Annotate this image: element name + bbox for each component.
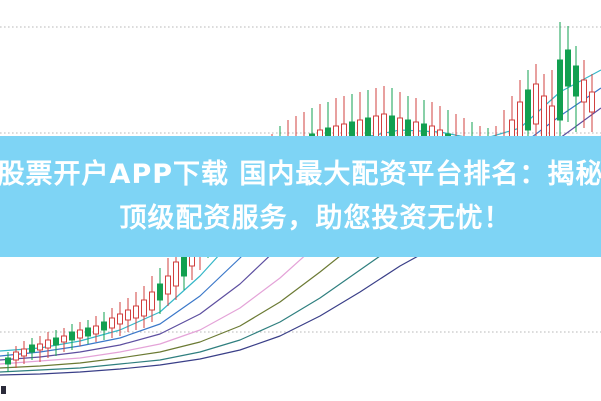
candle-body — [109, 317, 115, 329]
gridlines — [0, 26, 601, 333]
candle-72 — [581, 60, 587, 128]
candle-7 — [61, 328, 67, 352]
candle-4 — [37, 336, 43, 362]
candle-body — [5, 357, 11, 365]
candle-9 — [77, 322, 83, 346]
candle-body — [165, 275, 171, 295]
ad-banner-overlay[interactable]: 股票开户APP下载 国内最大配资平台排名：揭秘 顶级配资服务，助您投资无忧！ — [0, 136, 601, 257]
candle-13 — [109, 308, 115, 338]
candle-body — [45, 339, 51, 349]
candle-body — [37, 343, 43, 351]
candle-73 — [589, 74, 595, 132]
candle-16 — [133, 292, 139, 330]
candle-11 — [93, 316, 99, 342]
candle-body — [573, 65, 579, 97]
corner-marker-icon — [1, 386, 6, 394]
candle-18 — [149, 276, 155, 322]
candle-body — [93, 325, 99, 335]
candle-2 — [21, 341, 27, 364]
candle-body — [141, 299, 147, 317]
candle-body — [581, 79, 587, 103]
candle-19 — [157, 268, 163, 314]
candle-body — [533, 83, 539, 125]
candle-body — [173, 261, 179, 287]
candle-body — [29, 344, 35, 353]
candle-body — [53, 337, 59, 346]
candle-70 — [565, 26, 571, 122]
candle-5 — [45, 332, 51, 358]
ad-headline-line-1: 股票开户APP下载 国内最大配资平台排名：揭秘 — [0, 158, 601, 190]
candle-body — [101, 321, 107, 331]
candle-body — [61, 335, 67, 343]
candle-8 — [69, 324, 75, 350]
candle-15 — [125, 298, 131, 332]
candle-66 — [533, 64, 539, 144]
ad-headline-line-2: 顶级配资服务，助您投资无忧！ — [119, 202, 512, 234]
candle-body — [149, 291, 155, 311]
candle-body — [69, 331, 75, 341]
candle-3 — [29, 338, 35, 360]
candle-body — [589, 91, 595, 113]
candle-body — [557, 59, 563, 121]
candle-14 — [117, 302, 123, 336]
candle-body — [13, 351, 19, 361]
candle-body — [541, 95, 547, 141]
candle-10 — [85, 320, 91, 344]
candle-body — [565, 49, 571, 87]
candle-20 — [165, 258, 171, 306]
candle-0 — [5, 352, 11, 372]
candle-body — [525, 89, 531, 131]
candle-12 — [101, 312, 107, 340]
candle-6 — [53, 330, 59, 356]
candle-body — [85, 327, 91, 337]
candle-body — [117, 313, 123, 325]
candle-71 — [573, 46, 579, 132]
candle-17 — [141, 286, 147, 328]
candle-body — [77, 329, 83, 339]
candle-1 — [13, 346, 19, 368]
candle-body — [133, 305, 139, 319]
candle-body — [125, 309, 131, 321]
candle-body — [21, 348, 27, 357]
candle-body — [157, 283, 163, 301]
